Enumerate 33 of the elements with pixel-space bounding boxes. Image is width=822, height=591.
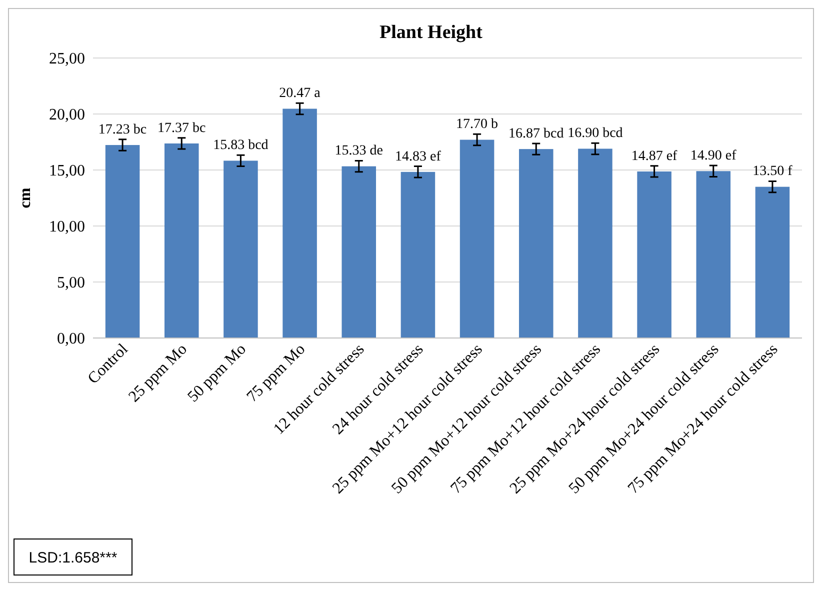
bar (282, 108, 317, 338)
bar (696, 171, 731, 338)
y-axis-title: cm (17, 187, 34, 208)
data-label: 15.83 bcd (213, 138, 268, 154)
data-label: 17.37 bc (158, 120, 206, 136)
bar (224, 160, 258, 338)
bar (578, 148, 612, 338)
bar (518, 149, 554, 338)
data-label: 17.70 b (456, 117, 498, 132)
bar (460, 140, 494, 338)
y-tick-label: 20,00 (49, 106, 85, 124)
y-tick-label: 25,00 (49, 50, 85, 68)
chart-title: Plant Height (380, 22, 484, 43)
y-tick-label: 10,00 (49, 218, 85, 236)
data-label: 20.47 a (279, 86, 322, 102)
bar (105, 145, 140, 338)
data-label: 16.87 bcd (508, 126, 564, 142)
y-tick-label: 0,00 (57, 330, 85, 348)
y-tick-label: 15,00 (49, 162, 85, 180)
y-tick-label: 5,00 (57, 274, 85, 292)
bar (637, 171, 672, 338)
data-label: 17.23 bc (98, 122, 147, 138)
data-label: 14.83 ef (395, 149, 442, 164)
text: LSD:1.658*** (28, 549, 118, 566)
data-label: 15.33 de (334, 144, 383, 159)
bar (164, 143, 199, 338)
data-label: 14.90 ef (690, 148, 737, 164)
data-label: 16.90 bcd (568, 126, 623, 142)
bar (755, 186, 790, 338)
bar (400, 172, 436, 338)
bar (342, 166, 376, 338)
data-label: 13.50 f (752, 164, 793, 180)
data-label: 14.87 ef (631, 148, 678, 164)
